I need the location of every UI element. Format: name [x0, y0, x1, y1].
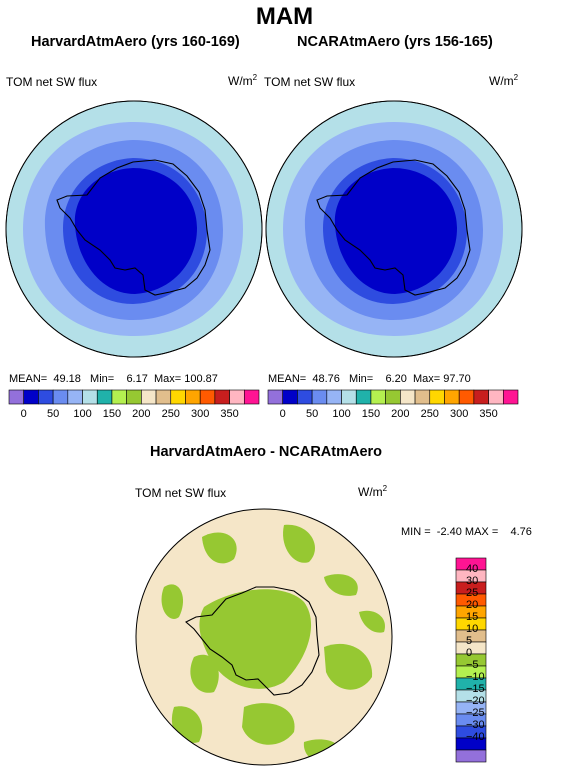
colorbar-swatch	[96, 389, 113, 405]
colorbar-tick-label: 350	[220, 408, 239, 420]
right-antarctica-coastline	[316, 159, 471, 296]
colorbar-tick-label: 300	[449, 408, 469, 420]
colorbar-tick-label: 200	[391, 408, 410, 420]
colorbar-tick-label: 150	[361, 408, 381, 420]
colorbar-swatch	[82, 389, 98, 405]
left-antarctica-coastline	[56, 159, 211, 296]
colorbar-swatch	[385, 389, 401, 405]
colorbar-tick-label: −30	[466, 719, 485, 731]
left-variable-label: TOM net SW flux	[6, 75, 98, 89]
colorbar-tick-label: −20	[466, 695, 485, 707]
colorbar-swatch	[355, 389, 372, 405]
colorbar-swatch	[267, 389, 284, 405]
right-units-label: W/m2	[489, 73, 519, 88]
colorbar-swatch	[229, 389, 245, 405]
colorbar-tick-label: 50	[46, 408, 60, 420]
colorbar-tick-label: 350	[479, 408, 498, 420]
right-polar-map	[265, 100, 523, 358]
right-colorbar	[267, 389, 519, 405]
colorbar-swatch	[67, 389, 83, 405]
colorbar-tick-label: 15	[466, 611, 479, 623]
colorbar-swatch	[111, 389, 127, 405]
colorbar-tick-label: 40	[466, 563, 479, 575]
colorbar-swatch	[429, 389, 445, 405]
colorbar-swatch	[444, 389, 460, 405]
difference-units-label: W/m2	[358, 484, 388, 499]
colorbar-tick-label: 300	[190, 408, 210, 420]
colorbar-swatch	[170, 389, 186, 405]
right-stats: MEAN= 48.76 Min= 6.20 Max= 97.70	[268, 373, 471, 385]
colorbar-tick-label: −40	[466, 731, 485, 743]
left-polar-map	[5, 100, 263, 358]
colorbar-tick-label: 100	[332, 408, 351, 420]
colorbar-tick-label: 250	[161, 408, 180, 420]
colorbar-swatch	[458, 389, 475, 405]
colorbar-swatch	[23, 389, 39, 405]
left-units-label: W/m2	[228, 73, 258, 88]
difference-polar-map	[135, 508, 393, 766]
colorbar-tick-label: 30	[466, 575, 479, 587]
left-colorbar-ticks: 0 50 100 150 200 250 300 350	[9, 406, 259, 420]
colorbar-swatch	[341, 389, 357, 405]
colorbar-tick-label: −5	[466, 659, 479, 671]
colorbar-swatch	[282, 389, 298, 405]
right-colorbar-ticks: 0 50 100 150 200 250 300 350	[268, 406, 518, 420]
colorbar-swatch	[243, 389, 260, 405]
colorbar-swatch	[370, 389, 386, 405]
colorbar-tick-label: 100	[73, 408, 92, 420]
colorbar-swatch	[400, 389, 416, 405]
colorbar-swatch	[502, 389, 519, 405]
colorbar-swatch	[126, 389, 142, 405]
colorbar-tick-label: −15	[466, 683, 485, 695]
colorbar-tick-label: 250	[420, 408, 439, 420]
colorbar-tick-label: 200	[132, 408, 151, 420]
right-panel-title: NCARAtmAero (yrs 156-165)	[297, 34, 493, 50]
difference-antarctica-coastline	[185, 586, 320, 696]
difference-variable-label: TOM net SW flux	[135, 486, 227, 500]
colorbar-tick-label: 20	[466, 599, 479, 611]
colorbar-swatch	[214, 389, 230, 405]
left-colorbar	[8, 389, 260, 405]
colorbar-swatch	[414, 389, 431, 405]
colorbar-tick-label: −10	[466, 671, 485, 683]
colorbar-tick-label: 25	[466, 587, 479, 599]
colorbar-swatch	[311, 389, 328, 405]
colorbar-swatch	[141, 389, 157, 405]
colorbar-swatch	[455, 749, 487, 763]
colorbar-swatch	[52, 389, 69, 405]
colorbar-swatch	[199, 389, 216, 405]
colorbar-tick-label: 0	[279, 408, 286, 420]
difference-colorbar	[455, 557, 487, 763]
colorbar-swatch	[326, 389, 342, 405]
figure-title: MAM	[255, 3, 314, 30]
colorbar-swatch	[473, 389, 489, 405]
right-variable-label: TOM net SW flux	[264, 75, 356, 89]
colorbar-swatch	[8, 389, 25, 405]
colorbar-swatch	[297, 389, 313, 405]
colorbar-swatch	[488, 389, 504, 405]
colorbar-tick-label: −25	[466, 707, 485, 719]
colorbar-swatch	[38, 389, 54, 405]
colorbar-tick-label: 5	[466, 635, 473, 647]
colorbar-swatch	[155, 389, 172, 405]
difference-colorbar-ticks: 40 30 25 20 15 10 5 0 −5 −10 −15 −20 −25 −30 −40	[466, 558, 506, 762]
colorbar-tick-label: 0	[466, 647, 473, 659]
colorbar-swatch	[185, 389, 201, 405]
left-panel-title: HarvardAtmAero (yrs 160-169)	[31, 34, 240, 50]
left-stats: MEAN= 49.18 Min= 6.17 Max= 100.87	[9, 373, 218, 385]
colorbar-tick-label: 10	[466, 623, 479, 635]
colorbar-tick-label: 0	[20, 408, 27, 420]
colorbar-tick-label: 50	[305, 408, 319, 420]
difference-min-max: MIN = -2.40 MAX = 4.76	[401, 526, 532, 538]
difference-title: HarvardAtmAero - NCARAtmAero	[150, 444, 383, 460]
colorbar-tick-label: 150	[102, 408, 122, 420]
